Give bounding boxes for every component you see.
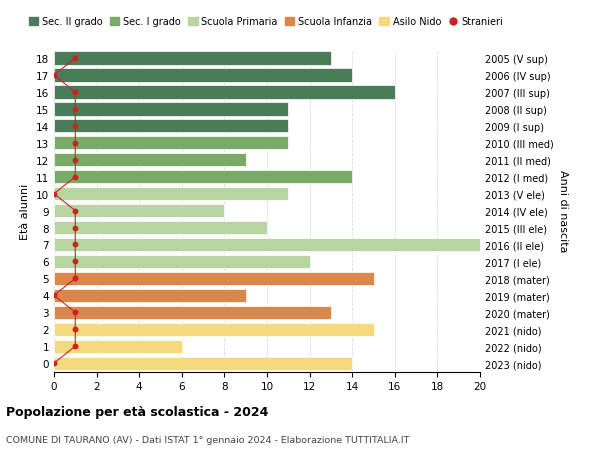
Bar [54, 306, 331, 319]
Point [49, 190, 59, 198]
Bar [54, 86, 395, 99]
Point [71, 106, 80, 113]
Point [71, 207, 80, 215]
Point [71, 258, 80, 266]
Bar [54, 137, 289, 150]
Bar [54, 103, 289, 116]
Bar [54, 120, 289, 133]
Bar [54, 188, 289, 201]
Point [71, 241, 80, 249]
Bar [54, 52, 331, 66]
Point [71, 157, 80, 164]
Legend: Sec. II grado, Sec. I grado, Scuola Primaria, Scuola Infanzia, Asilo Nido, Stran: Sec. II grado, Sec. I grado, Scuola Prim… [25, 14, 507, 31]
Bar [54, 272, 373, 285]
Point [71, 123, 80, 130]
Point [71, 224, 80, 232]
Text: Popolazione per età scolastica - 2024: Popolazione per età scolastica - 2024 [6, 405, 268, 419]
Bar [54, 154, 246, 167]
Point [71, 326, 80, 333]
Text: COMUNE DI TAURANO (AV) - Dati ISTAT 1° gennaio 2024 - Elaborazione TUTTITALIA.IT: COMUNE DI TAURANO (AV) - Dati ISTAT 1° g… [6, 435, 409, 443]
Bar [54, 238, 480, 252]
Bar [54, 69, 352, 83]
Bar [54, 289, 246, 302]
Point [49, 292, 59, 299]
Bar [54, 255, 310, 269]
Point [71, 343, 80, 350]
Point [71, 275, 80, 282]
Point [71, 89, 80, 96]
Bar [54, 323, 373, 336]
Point [71, 140, 80, 147]
Y-axis label: Anni di nascita: Anni di nascita [557, 170, 568, 252]
Bar [54, 205, 224, 218]
Bar [54, 340, 182, 353]
Y-axis label: Età alunni: Età alunni [20, 183, 31, 239]
Point [49, 360, 59, 367]
Point [71, 174, 80, 181]
Point [71, 309, 80, 316]
Point [71, 55, 80, 62]
Bar [54, 357, 352, 370]
Point [49, 72, 59, 79]
Bar [54, 171, 352, 184]
Bar [54, 221, 267, 235]
